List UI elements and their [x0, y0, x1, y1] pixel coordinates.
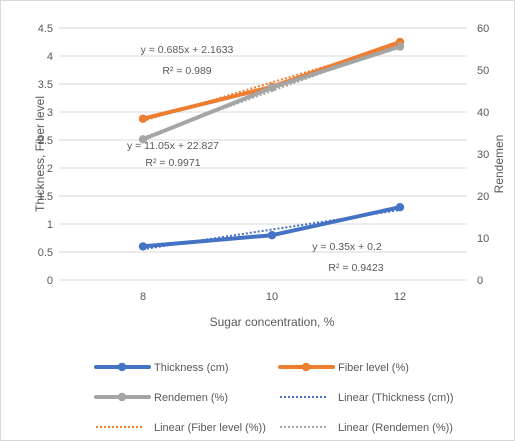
legend-label: Fiber level (%): [338, 362, 409, 374]
legend-marker-1: [301, 362, 311, 372]
y-left-tick-label: 0.5: [38, 247, 53, 259]
legend-label: Rendemen (%): [154, 392, 228, 404]
y-right-tick-label: 20: [477, 191, 489, 203]
x-axis-title: Sugar concentration, %: [210, 315, 335, 329]
x-tick-label: 8: [140, 291, 146, 303]
data-point: [138, 135, 148, 144]
legend-label: Thickness (cm): [154, 362, 229, 374]
y-left-tick-label: 4: [47, 51, 53, 63]
data-point: [267, 83, 277, 92]
series-line-2: [141, 44, 402, 142]
x-tick-label: 10: [266, 291, 278, 303]
y-left-tick-label: 4.5: [38, 23, 53, 35]
y-left-tick-label: 0: [47, 275, 53, 287]
trendline-equation: y = 0.35x + 0.2: [312, 241, 382, 253]
trendline-r2: R² = 0.9971: [145, 157, 200, 169]
legend-label: Linear (Fiber level (%)): [154, 422, 266, 434]
y-right-tick-label: 10: [477, 233, 489, 245]
x-tick-label: 12: [394, 291, 406, 303]
trendline-equation: y = 0.685x + 2.1633: [141, 44, 234, 56]
y-left-tick-label: 1.5: [38, 191, 53, 203]
y-right-tick-label: 0: [477, 275, 483, 287]
trendline-r2: R² = 0.989: [162, 65, 211, 77]
trendline-r2: R² = 0.9423: [328, 262, 383, 274]
data-point: [267, 231, 277, 240]
y-right-tick-label: 30: [477, 149, 489, 161]
y-right-axis-title: Rendemen: [492, 135, 506, 194]
y-right-tick-label: 60: [477, 23, 489, 35]
trendline-1: [142, 43, 401, 122]
data-point: [138, 242, 148, 251]
legend-label: Linear (Rendemen (%)): [338, 422, 453, 434]
y-left-axis-title: Thickness, Fiber level: [33, 96, 47, 212]
legend-label: Linear (Thickness (cm)): [338, 392, 454, 404]
trendline-equation: y = 11.05x + 22.827: [127, 140, 219, 152]
data-point: [395, 42, 405, 51]
legend-marker-2: [117, 392, 127, 402]
y-left-tick-label: 3.5: [38, 79, 53, 91]
trendline-2: [142, 43, 401, 139]
y-right-tick-label: 40: [477, 107, 489, 119]
y-right-tick-label: 50: [477, 65, 489, 77]
y-left-tick-label: 2: [47, 163, 53, 175]
y-left-tick-label: 2.5: [38, 135, 53, 147]
legend-marker-0: [117, 362, 127, 372]
data-point: [138, 114, 148, 123]
y-left-tick-label: 3: [47, 107, 53, 119]
trendline-0: [142, 209, 401, 251]
data-point: [395, 203, 405, 212]
y-left-tick-label: 1: [47, 219, 53, 231]
